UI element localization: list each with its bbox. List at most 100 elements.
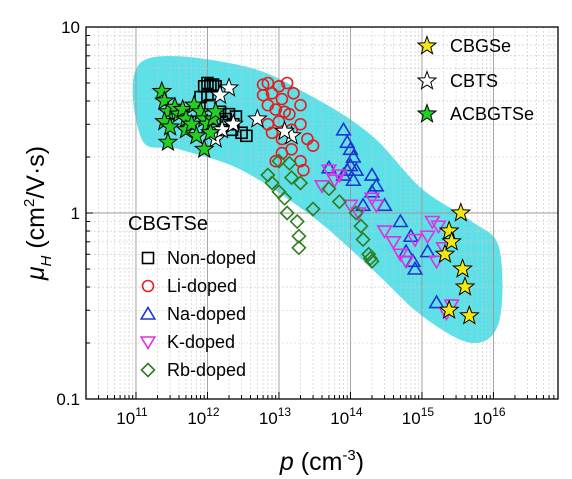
data-point-cbgse [438,299,460,320]
data-point-cbts [247,108,268,128]
data-point-rb-doped [348,205,364,221]
x-tick-label: 1016 [473,405,506,428]
y-tick-label: 1 [71,204,80,223]
legend-symbol-non-doped [141,251,155,265]
legend-label-cbts: CBTS [450,71,498,91]
data-point-na-doped [406,260,424,275]
data-point-cbgse [458,304,480,325]
data-point-cbgse [452,258,473,278]
legend-symbol-k-doped [139,336,157,351]
data-point-cbgse [434,243,456,264]
data-point-k-doped [392,248,409,263]
x-axis-label: p (cm-3) [279,447,364,476]
legend-label-na-doped: Na-doped [167,304,246,324]
data-point-rb-doped [361,246,377,262]
legend-entry-cbgse: CBGSe [416,35,511,56]
data-point-rb-doped [281,155,298,171]
x-tick-label: 1014 [330,405,363,428]
data-point-na-doped [345,172,362,187]
legend-marker-rb-doped [140,362,156,378]
data-point-k-doped [363,192,381,207]
data-point-na-doped [363,166,381,181]
legend-symbol-cbts [416,70,438,90]
data-point-na-doped [345,148,362,163]
data-point-acbgtse [154,90,175,110]
y-axis-label: μH (cm2/V·s) [21,146,55,281]
legend-label-li-doped: Li-doped [167,276,237,296]
legend-symbol-rb-doped [140,362,156,378]
axis-ticks [85,26,559,400]
data-point-li-doped [297,163,310,177]
legend-marker-cbgse [416,35,438,55]
legend-group-title: CBGTSe [128,213,208,235]
data-point-li-doped [269,103,282,116]
data-point-cbts [222,113,244,134]
data-point-li-doped [272,79,286,93]
y-tick-label: 0.1 [56,390,80,409]
data-point-li-doped [256,88,270,102]
data-point-acbgtse [205,100,226,121]
legend-marker-cbts [416,70,438,90]
x-tick-label: 1013 [259,405,292,428]
data-point-k-doped [376,225,393,240]
legend-marker-non-doped [141,251,155,265]
data-point-na-doped [419,243,436,258]
x-tick-label: 1015 [402,405,435,428]
data-point-rb-doped [305,201,321,217]
legend-symbol-acbgtse [416,103,438,123]
data-point-k-doped [430,220,447,235]
legend-top-right: CBGSe CBTS ACBGTSe [416,35,534,124]
data-point-na-doped [335,121,352,136]
data-point-acbgtse [200,121,221,142]
data-point-cbts [209,84,231,105]
data-point-na-doped [392,213,409,228]
data-point-k-doped [406,233,424,248]
data-point-rb-doped [331,194,348,210]
data-point-rb-doped [291,228,307,244]
data-point-k-doped [368,199,385,214]
data-point-k-doped [331,169,348,184]
legend-label-acbgtse: ACBGTSe [450,104,534,124]
series-acbgtse [151,80,226,159]
data-point-li-doped [261,76,275,90]
data-point-na-doped [402,228,420,243]
legend-entry-cbts: CBTS [416,70,498,91]
data-point-na-doped [363,183,381,198]
data-point-rb-doped [264,175,280,191]
data-point-rb-doped [291,240,307,256]
legend-marker-acbgtse [416,103,438,123]
data-point-li-doped [269,154,282,168]
data-point-cbgse [450,202,472,222]
legend-symbol-li-doped [141,279,155,293]
data-point-k-doped [342,199,359,214]
data-point-rb-doped [283,169,300,186]
legend-marker-na-doped [139,305,157,320]
legend-marker-li-doped [141,279,155,293]
data-point-acbgtse [186,124,207,145]
data-point-k-doped [424,215,441,230]
legend-label-k-doped: K-doped [167,332,235,352]
data-point-na-doped [354,197,372,212]
data-point-li-doped [294,154,307,168]
tick-labels: 1011 1012 1013 1014 1015 1016 0.1 1 10 [56,18,506,428]
legend-symbol-cbgse [416,35,438,55]
data-point-li-doped [265,126,279,140]
data-point-na-doped [428,294,445,309]
data-point-cbts [274,120,296,141]
data-point-acbgtse [159,116,181,136]
data-point-li-doped [275,92,289,106]
legend-label-non-doped: Non-doped [167,248,256,268]
data-point-li-doped [306,139,320,153]
data-point-k-doped [419,230,436,245]
data-point-na-doped [347,162,365,176]
data-point-acbgtse [193,138,215,159]
data-point-rb-doped [292,175,309,191]
data-point-k-doped [385,236,402,250]
data-point-li-doped [285,143,298,156]
data-point-acbgtse [172,98,194,119]
data-point-non-doped [222,107,236,121]
legend-label-rb-doped: Rb-doped [167,360,246,380]
data-point-rb-doped [353,218,369,234]
data-point-li-doped [265,87,279,100]
data-point-li-doped [294,98,307,112]
